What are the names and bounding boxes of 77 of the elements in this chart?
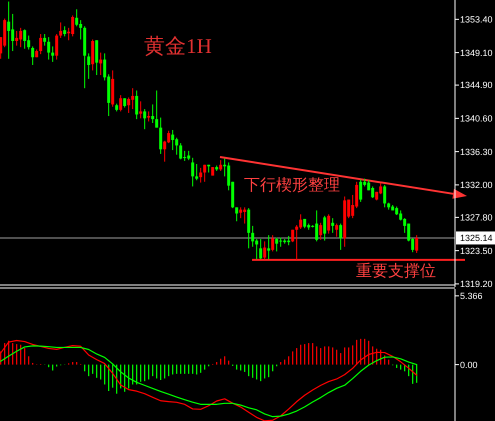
candlestick	[91, 38, 94, 71]
y-tick-label: 1353.40	[460, 14, 493, 24]
candlestick	[7, 1, 10, 60]
candlestick	[251, 225, 254, 248]
y-tick-label: 1349.10	[460, 48, 493, 58]
candlestick	[175, 137, 178, 156]
candlestick	[203, 164, 206, 182]
candlestick	[239, 206, 242, 219]
candlestick	[159, 117, 162, 154]
candlestick	[359, 178, 362, 202]
y-tick-label: 0.00	[460, 360, 478, 370]
candlestick	[319, 222, 322, 240]
y-tick-label: 1344.90	[460, 80, 493, 90]
candlestick	[131, 88, 134, 110]
candlestick	[247, 208, 250, 249]
candlestick	[143, 108, 146, 130]
candlestick	[99, 52, 102, 76]
candlestick	[315, 210, 318, 242]
candlestick	[39, 34, 42, 55]
candlestick	[63, 26, 66, 37]
candlestick	[71, 14, 74, 37]
candlestick	[31, 46, 34, 66]
candlestick	[187, 150, 190, 161]
candlestick	[199, 167, 202, 184]
candlestick	[19, 27, 22, 48]
y-tick-label: 1336.30	[460, 146, 493, 157]
candlestick	[323, 215, 326, 242]
candlestick	[59, 22, 62, 38]
text: 黄金1H	[144, 34, 212, 58]
candlestick	[119, 94, 122, 112]
y-tick-label: 1319.20	[460, 279, 493, 290]
candlestick	[275, 236, 278, 252]
candlestick	[299, 214, 302, 230]
candlestick	[15, 30, 18, 46]
y-tick-label: 5.366	[460, 290, 483, 301]
candlestick	[47, 36, 50, 60]
candlestick	[95, 40, 98, 76]
candlestick	[263, 240, 266, 260]
candlestick	[291, 229, 294, 243]
candlestick	[155, 90, 158, 128]
candlestick	[87, 52, 90, 80]
ref-line-label: 重要支撑位	[356, 262, 436, 280]
candlestick	[331, 218, 334, 234]
candlestick	[339, 223, 342, 250]
y-tick-label: 1340.60	[460, 114, 493, 124]
y-tick-label: 1332.00	[460, 180, 493, 190]
candlestick	[79, 20, 82, 40]
candlestick	[179, 142, 182, 160]
candlestick	[51, 46, 54, 62]
candlestick	[287, 235, 290, 246]
candlestick	[383, 184, 386, 208]
candlestick	[127, 96, 130, 114]
candlestick	[219, 160, 222, 172]
candlestick	[135, 90, 138, 120]
y-tick-label: 1327.80	[460, 212, 493, 223]
candlestick	[259, 238, 262, 260]
ref-line-label: 1325.14	[460, 233, 493, 244]
candlestick	[243, 206, 246, 224]
candlestick	[279, 236, 282, 248]
candlestick	[123, 98, 126, 108]
candlestick	[371, 186, 374, 199]
candlestick	[271, 234, 274, 252]
candlestick	[23, 28, 26, 50]
candlestick	[11, 13, 14, 52]
candlestick	[327, 214, 330, 234]
annotation: 下行楔形整理	[244, 176, 340, 194]
candlestick	[151, 104, 154, 124]
candlestick	[235, 206, 238, 222]
candlestick	[335, 223, 338, 238]
candlestick	[147, 110, 150, 122]
y-tick-label: 1323.50	[460, 246, 493, 256]
candlestick	[171, 129, 174, 151]
candlestick	[191, 157, 194, 187]
candlestick	[415, 234, 418, 254]
candlestick	[43, 34, 46, 46]
candlestick	[55, 34, 58, 60]
candlestick	[75, 8, 78, 27]
